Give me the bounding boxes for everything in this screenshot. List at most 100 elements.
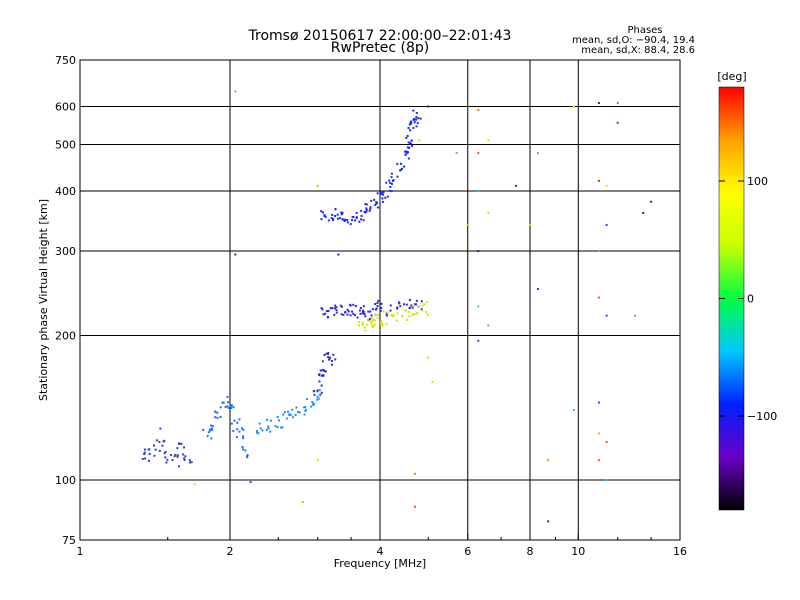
data-point — [236, 428, 239, 431]
data-point — [406, 135, 409, 138]
data-point — [380, 302, 383, 305]
data-point — [216, 411, 219, 414]
data-point — [416, 122, 419, 125]
data-point — [232, 406, 235, 409]
data-point — [242, 428, 245, 431]
data-point — [408, 129, 411, 132]
data-point — [143, 451, 146, 454]
data-point — [369, 321, 372, 324]
data-point — [386, 312, 389, 315]
data-point — [401, 167, 404, 170]
data-point — [221, 401, 224, 404]
data-point — [616, 121, 619, 124]
data-point — [240, 427, 243, 430]
data-point — [303, 413, 306, 416]
data-point — [404, 150, 407, 153]
data-point — [166, 458, 169, 461]
data-point — [229, 405, 232, 408]
data-point — [414, 303, 417, 306]
data-point — [466, 223, 469, 226]
data-point — [374, 313, 377, 316]
data-point — [390, 190, 393, 193]
data-point — [277, 419, 280, 422]
data-point — [380, 307, 383, 310]
data-point — [341, 218, 344, 221]
data-point — [321, 374, 324, 377]
data-point — [207, 431, 210, 434]
data-point — [340, 211, 343, 214]
data-point — [285, 417, 288, 420]
data-point — [396, 162, 399, 165]
chart-title: Tromsø 20150617 22:00:00–22:01:43 — [248, 28, 512, 44]
data-point — [477, 305, 480, 308]
data-point — [363, 312, 366, 315]
data-point — [333, 313, 336, 316]
data-point — [406, 150, 409, 153]
data-point — [370, 316, 373, 319]
data-point — [363, 210, 366, 213]
data-point — [417, 117, 420, 120]
data-point — [381, 193, 384, 196]
data-point — [417, 305, 420, 308]
data-point — [143, 453, 146, 456]
data-point — [297, 411, 300, 414]
data-point — [372, 325, 375, 328]
data-point — [597, 296, 600, 299]
data-point — [376, 206, 379, 209]
data-point — [242, 448, 245, 451]
data-point — [154, 448, 157, 451]
data-point — [427, 356, 430, 359]
data-point — [360, 214, 363, 217]
data-point — [385, 314, 388, 317]
data-point — [316, 398, 319, 401]
data-point — [361, 321, 364, 324]
data-point — [408, 315, 411, 318]
data-point — [413, 472, 416, 475]
y-tick-label: 100 — [55, 474, 76, 487]
data-point — [365, 210, 368, 213]
data-point — [392, 314, 395, 317]
y-tick-label: 200 — [55, 330, 76, 343]
data-point — [536, 288, 539, 291]
data-point — [403, 165, 406, 168]
data-point — [369, 310, 372, 313]
data-point — [170, 454, 173, 457]
data-point — [407, 157, 410, 160]
data-point — [269, 430, 272, 433]
data-point — [206, 435, 209, 438]
data-point — [242, 435, 245, 438]
data-point — [328, 358, 331, 361]
data-point — [327, 356, 330, 359]
data-point — [359, 306, 362, 309]
data-point — [381, 324, 384, 327]
data-point — [219, 415, 222, 418]
data-point — [381, 322, 384, 325]
data-point — [361, 323, 364, 326]
data-point — [178, 443, 181, 446]
data-point — [413, 121, 416, 124]
data-point — [188, 459, 191, 462]
data-point — [267, 427, 270, 430]
data-point — [354, 219, 357, 222]
data-point — [399, 168, 402, 171]
data-point — [147, 448, 150, 451]
data-point — [232, 429, 235, 432]
data-point — [332, 219, 335, 222]
data-point — [233, 419, 236, 422]
data-point — [388, 179, 391, 182]
data-point — [330, 359, 333, 362]
data-point — [399, 162, 402, 165]
data-point — [325, 352, 328, 355]
data-point — [222, 401, 225, 404]
data-point — [312, 402, 315, 405]
data-point — [390, 313, 393, 316]
x-tick-label: 4 — [377, 545, 384, 558]
data-point — [330, 217, 333, 220]
data-point — [477, 250, 480, 253]
data-point — [349, 314, 352, 317]
data-point — [202, 428, 205, 431]
data-point — [409, 120, 412, 123]
data-point — [364, 326, 367, 329]
data-point — [389, 185, 392, 188]
